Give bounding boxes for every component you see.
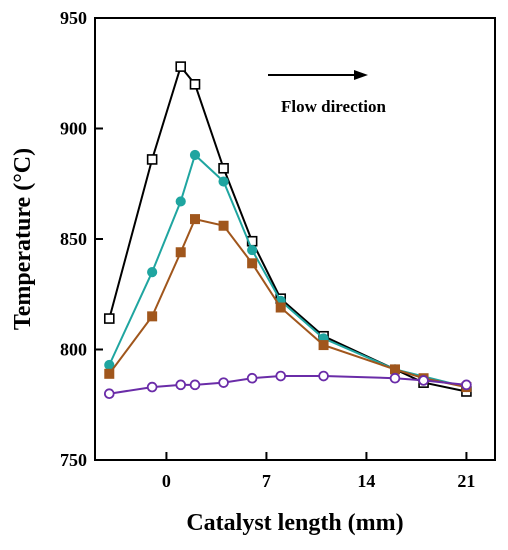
data-point — [218, 220, 229, 231]
x-axis-ticks: 0 7 14 21 — [162, 452, 475, 491]
data-point — [104, 368, 115, 379]
y-axis-ticks: 750 800 850 900 950 — [60, 8, 103, 470]
data-point — [190, 214, 200, 225]
plot-frame — [94, 17, 496, 461]
flow-direction-label: Flow direction — [281, 97, 387, 116]
data-point — [147, 267, 158, 278]
data-point — [175, 379, 187, 391]
data-point — [418, 375, 429, 386]
data-point — [146, 154, 158, 165]
data-point — [461, 379, 472, 391]
data-point — [103, 313, 115, 324]
series-3 — [104, 214, 472, 393]
data-point — [247, 258, 258, 269]
data-point — [175, 196, 186, 207]
x-tick-label: 7 — [262, 471, 271, 491]
data-point — [318, 340, 329, 351]
data-point — [246, 372, 258, 384]
data-point — [390, 364, 400, 375]
flow-direction-annotation: Flow direction — [268, 70, 387, 116]
y-tick-label: 950 — [60, 8, 87, 28]
data-point — [247, 244, 258, 256]
data-point — [189, 149, 201, 161]
series-line — [109, 375, 467, 395]
data-point — [175, 247, 186, 258]
series-4 — [103, 370, 472, 400]
data-point — [218, 162, 229, 174]
data-point — [147, 311, 158, 322]
x-tick-label: 0 — [162, 471, 171, 491]
data-point — [218, 377, 229, 388]
x-tick-label: 21 — [457, 471, 475, 491]
x-tick-label: 14 — [357, 471, 375, 491]
data-point — [146, 381, 158, 393]
data-point — [175, 61, 187, 72]
data-point — [218, 176, 229, 187]
data-point — [189, 79, 201, 90]
series-layer — [103, 61, 472, 400]
y-tick-label: 900 — [60, 119, 87, 139]
data-point — [318, 370, 329, 382]
y-axis-title: Temperature (°C) — [10, 148, 36, 330]
y-tick-label: 800 — [60, 340, 87, 360]
flow-arrow-head — [354, 70, 368, 80]
data-point — [275, 302, 286, 313]
data-point — [189, 379, 201, 391]
x-axis-title: Catalyst length (mm) — [186, 510, 403, 536]
series-line — [108, 153, 467, 389]
series-2 — [104, 149, 472, 393]
y-tick-label: 850 — [60, 229, 87, 249]
y-tick-label: 750 — [60, 450, 87, 470]
data-point — [275, 370, 287, 382]
data-point — [103, 388, 115, 400]
data-point — [389, 372, 401, 384]
